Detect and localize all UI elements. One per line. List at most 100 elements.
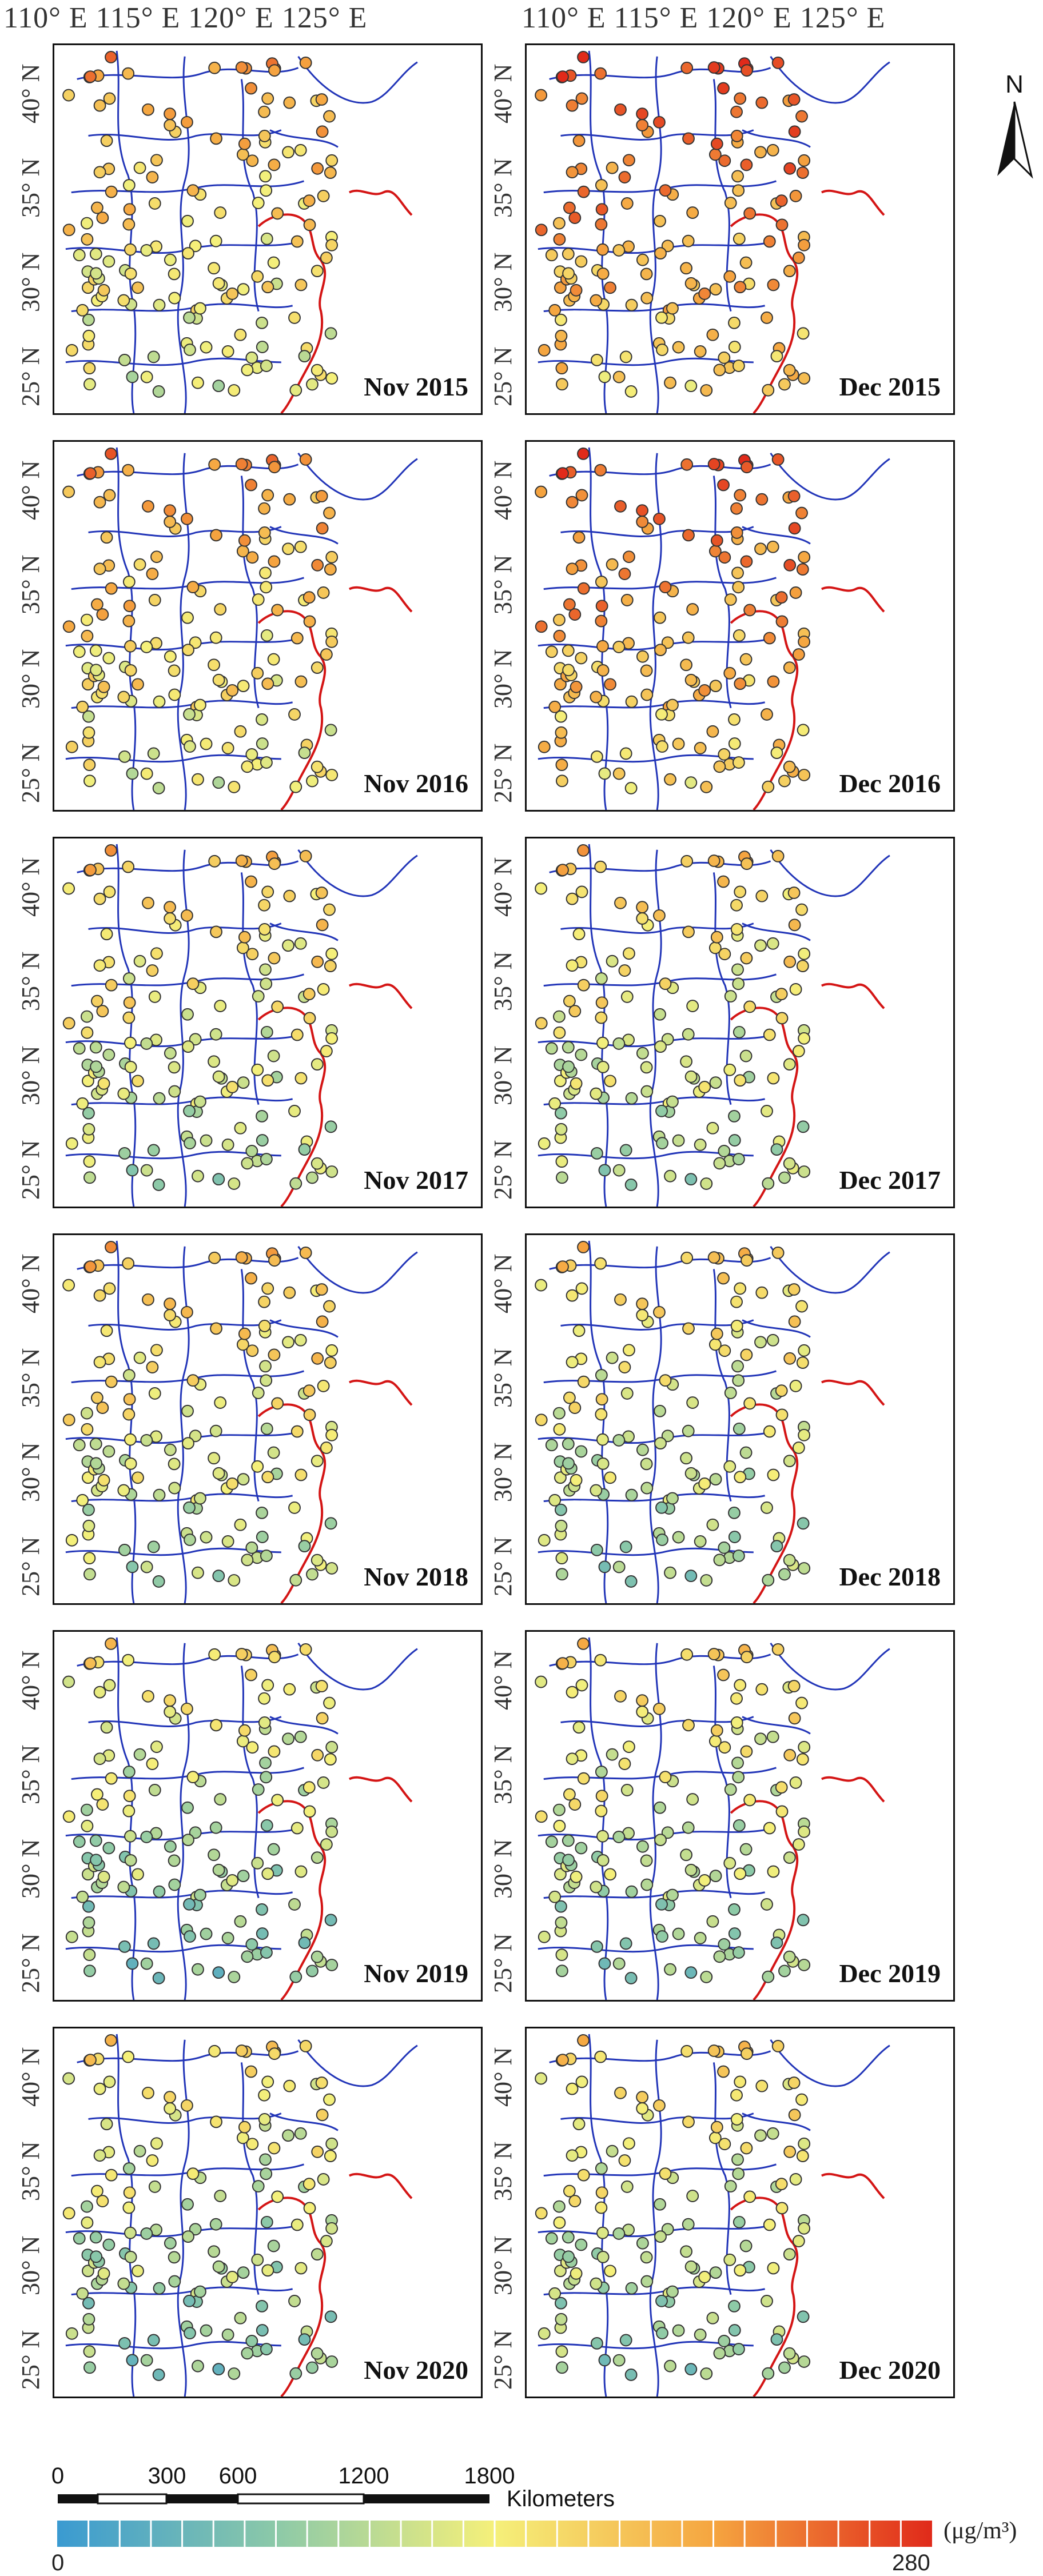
station-dot	[734, 1867, 747, 1880]
station-dot	[122, 2050, 135, 2063]
station-dot	[212, 2260, 225, 2273]
station-dot	[596, 1457, 610, 1470]
station-dot	[186, 2167, 200, 2180]
station-dot	[90, 2250, 103, 2263]
station-dot	[796, 166, 809, 179]
station-dot	[122, 67, 135, 80]
station-dot	[795, 1696, 808, 1710]
station-dot	[553, 2216, 566, 2229]
station-dot	[208, 1648, 221, 1661]
station-dot	[164, 650, 177, 663]
station-dot	[152, 782, 165, 794]
station-dot	[717, 875, 730, 888]
station-dot	[710, 1327, 723, 1340]
station-dot	[741, 1254, 753, 1267]
scale-tick: 1200	[338, 2463, 389, 2489]
station-dot	[93, 1356, 106, 1369]
station-dot	[654, 2230, 667, 2243]
station-dot	[563, 1391, 576, 1404]
station-dot	[766, 2127, 779, 2140]
station-dot	[572, 1324, 586, 1337]
station-dot	[208, 2245, 220, 2258]
station-dot	[83, 362, 96, 375]
latitude-label: 25° N	[489, 1536, 517, 1596]
station-dot	[577, 2034, 590, 2047]
station-dot	[718, 1541, 731, 1554]
station-dot	[208, 1055, 220, 1068]
station-dot	[767, 2262, 780, 2275]
station-dot	[659, 977, 672, 991]
station-dot	[604, 1471, 616, 1484]
station-dot	[81, 2216, 94, 2229]
station-dot	[105, 448, 117, 460]
station-dot	[212, 1173, 225, 1186]
station-dot	[664, 773, 676, 786]
station-dot	[680, 854, 694, 868]
station-dot	[724, 197, 737, 209]
station-dot	[256, 1109, 268, 1123]
station-dot	[624, 1575, 638, 1588]
station-dot	[302, 1781, 316, 1794]
station-dot	[740, 158, 753, 171]
station-dot	[566, 1686, 579, 1699]
station-dot	[620, 991, 634, 1003]
map-panel: Dec 2020	[525, 2027, 955, 2398]
station-dot	[653, 1702, 666, 1715]
station-dot	[246, 551, 259, 564]
station-dot	[655, 1501, 668, 1514]
province-border	[560, 129, 754, 141]
station-dot	[535, 1279, 548, 1292]
station-dot	[680, 1452, 692, 1465]
station-dot	[258, 1295, 270, 1308]
station-dot	[90, 1854, 103, 1867]
station-dot	[268, 555, 281, 568]
station-dot	[235, 1251, 248, 1264]
station-dot	[150, 1740, 163, 1754]
station-dot	[97, 1473, 110, 1487]
station-dot	[226, 287, 239, 300]
station-dot	[710, 1724, 723, 1737]
station-dot	[595, 1790, 608, 1803]
station-dot	[317, 983, 330, 996]
coastline	[348, 2172, 413, 2199]
station-dot	[788, 1712, 801, 1725]
station-dot	[150, 947, 163, 960]
station-dot	[209, 1028, 222, 1041]
station-dot	[310, 1851, 324, 1864]
station-dot	[146, 964, 159, 977]
station-dot	[164, 1297, 176, 1311]
station-dot	[324, 1914, 337, 1927]
station-dot	[554, 281, 567, 294]
station-dot	[731, 1756, 744, 1770]
coastline	[348, 189, 413, 216]
province-border	[297, 2039, 418, 2087]
map-panel: Dec 2017	[525, 837, 955, 1208]
station-dot	[150, 154, 163, 167]
station-dot	[299, 57, 312, 69]
station-dot	[606, 558, 619, 571]
latitude-label: 40° N	[489, 2047, 517, 2107]
station-dot	[707, 1251, 720, 1264]
latitude-label: 40° N	[17, 857, 45, 917]
station-dot	[90, 664, 103, 677]
station-dot	[636, 650, 649, 663]
province-border	[549, 464, 771, 477]
latitude-label: 40° N	[489, 857, 517, 917]
station-dot	[221, 1535, 234, 1548]
station-dot	[575, 255, 588, 268]
station-dot	[82, 1519, 95, 1532]
station-dot	[261, 1471, 274, 1484]
station-dot	[763, 2218, 776, 2231]
station-dot	[256, 737, 269, 750]
station-dot	[535, 2072, 548, 2085]
station-dot	[789, 1380, 802, 1392]
panel-month-label: Nov 2016	[364, 769, 468, 798]
station-dot	[268, 461, 281, 474]
station-dot	[126, 1164, 139, 1177]
station-dot	[212, 1467, 225, 1480]
station-dot	[235, 1648, 248, 1660]
station-dot	[775, 194, 788, 207]
station-dot	[698, 684, 711, 697]
station-dot	[654, 1834, 667, 1847]
station-dot	[763, 1425, 776, 1438]
